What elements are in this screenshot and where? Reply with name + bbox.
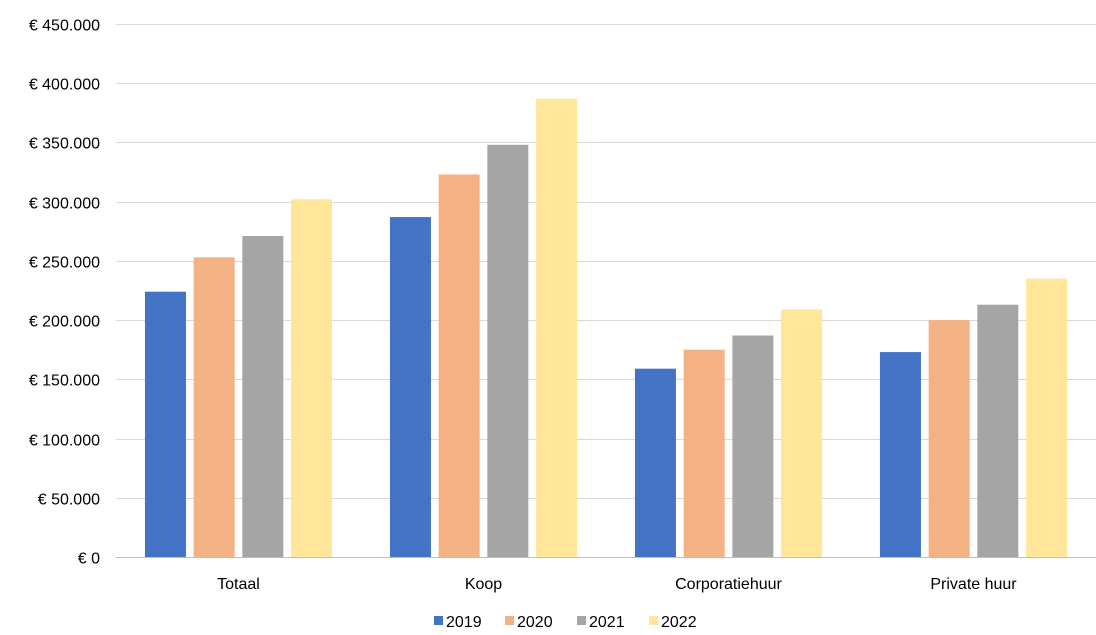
y-tick-label: € 300.000 xyxy=(29,196,100,213)
bar-private-huur-2019 xyxy=(879,352,921,557)
y-tick-label: € 0 xyxy=(78,551,100,568)
legend-item: 2019 xyxy=(434,614,482,631)
y-tick-label: € 200.000 xyxy=(29,314,100,331)
bar-koop-2019 xyxy=(389,217,431,557)
legend-label: 2019 xyxy=(446,614,482,630)
bar-private-huur-2021 xyxy=(977,304,1019,557)
bar-totaal-2020 xyxy=(193,257,235,557)
y-tick-label: € 400.000 xyxy=(29,77,100,94)
x-tick-label: Corporatiehuur xyxy=(675,576,782,593)
bars xyxy=(144,98,1068,558)
bar-koop-2020 xyxy=(438,174,480,557)
bar-totaal-2021 xyxy=(242,236,284,557)
x-tick-label: Totaal xyxy=(217,576,260,593)
legend-label: 2022 xyxy=(661,614,697,630)
legend-swatch xyxy=(649,616,658,625)
bar-private-huur-2022 xyxy=(1026,278,1068,557)
legend-swatch xyxy=(505,616,514,625)
legend-item: 2020 xyxy=(505,614,553,631)
bar-private-huur-2020 xyxy=(928,320,970,557)
legend-swatch xyxy=(577,616,586,625)
x-tick-label: Koop xyxy=(465,576,502,593)
x-axis: Totaal Koop Corporatiehuur Private huur xyxy=(217,576,1017,593)
legend-label: 2020 xyxy=(517,614,553,630)
bar-corporatiehuur-2019 xyxy=(634,368,676,557)
legend-swatch xyxy=(434,616,443,625)
bar-totaal-2019 xyxy=(144,291,186,557)
legend-item: 2021 xyxy=(577,614,625,631)
y-tick-label: € 100.000 xyxy=(29,433,100,450)
bar-corporatiehuur-2021 xyxy=(732,335,774,557)
bar-totaal-2022 xyxy=(291,199,333,557)
legend: 2019 2020 2021 2022 xyxy=(434,614,697,631)
bar-corporatiehuur-2020 xyxy=(683,349,725,557)
bar-koop-2021 xyxy=(487,144,529,557)
x-tick-label: Private huur xyxy=(930,576,1017,593)
y-tick-label: € 450.000 xyxy=(29,18,100,35)
y-tick-label: € 250.000 xyxy=(29,255,100,272)
legend-item: 2022 xyxy=(649,614,697,631)
y-axis: € 0 € 50.000 € 100.000 € 150.000 € 200.000 € … xyxy=(29,18,100,568)
y-tick-label: € 150.000 xyxy=(29,373,100,390)
bar-corporatiehuur-2022 xyxy=(781,309,823,557)
y-tick-label: € 350.000 xyxy=(29,136,100,153)
y-tick-label: € 50.000 xyxy=(38,492,100,509)
legend-label: 2021 xyxy=(589,614,625,630)
bar-koop-2022 xyxy=(536,98,578,558)
